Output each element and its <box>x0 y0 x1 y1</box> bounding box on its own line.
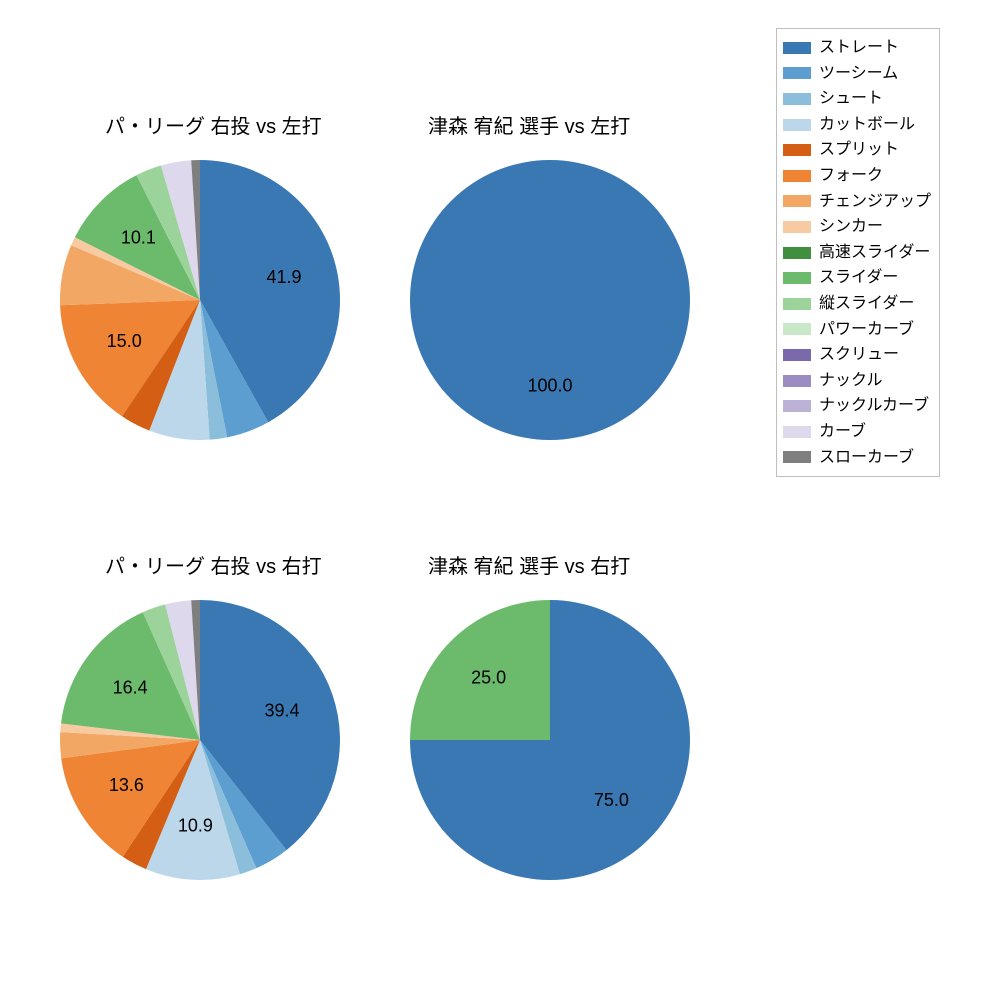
legend-label: スローカーブ <box>819 445 914 471</box>
chart-title-br: 津森 宥紀 選手 vs 右打 <box>428 550 630 579</box>
legend-label: スクリュー <box>819 342 899 368</box>
legend-item: スライダー <box>783 265 931 291</box>
figure-stage: パ・リーグ 右投 vs 左打 津森 宥紀 選手 vs 左打 パ・リーグ 右投 v… <box>0 0 1000 1000</box>
slice-value-label: 10.1 <box>121 228 156 248</box>
chart-title-tl: パ・リーグ 右投 vs 左打 <box>105 110 322 139</box>
chart-title-tr: 津森 宥紀 選手 vs 左打 <box>428 110 630 139</box>
legend-swatch <box>783 67 811 79</box>
legend: ストレートツーシームシュートカットボールスプリットフォークチェンジアップシンカー… <box>776 28 940 477</box>
legend-item: 縦スライダー <box>783 291 931 317</box>
legend-swatch <box>783 144 811 156</box>
legend-swatch <box>783 298 811 310</box>
legend-swatch <box>783 426 811 438</box>
legend-swatch <box>783 375 811 387</box>
legend-swatch <box>783 93 811 105</box>
legend-swatch <box>783 247 811 259</box>
slice-value-label: 25.0 <box>471 667 506 687</box>
slice-value-label: 100.0 <box>527 376 572 396</box>
legend-swatch <box>783 119 811 131</box>
legend-item: シンカー <box>783 214 931 240</box>
slice-value-label: 10.9 <box>178 815 213 835</box>
legend-label: ストレート <box>819 35 899 61</box>
legend-label: スプリット <box>819 137 899 163</box>
legend-item: パワーカーブ <box>783 317 931 343</box>
legend-label: ナックル <box>819 368 883 394</box>
legend-label: シュート <box>819 86 883 112</box>
chart-title-bl: パ・リーグ 右投 vs 右打 <box>105 550 322 579</box>
legend-swatch <box>783 323 811 335</box>
legend-label: パワーカーブ <box>819 317 914 343</box>
slice-value-label: 75.0 <box>594 790 629 810</box>
legend-label: ナックルカーブ <box>819 393 929 419</box>
legend-label: 縦スライダー <box>819 291 914 317</box>
legend-item: スローカーブ <box>783 445 931 471</box>
legend-item: 高速スライダー <box>783 240 931 266</box>
legend-label: 高速スライダー <box>819 240 930 266</box>
legend-item: チェンジアップ <box>783 189 931 215</box>
legend-label: スライダー <box>819 265 898 291</box>
legend-label: チェンジアップ <box>819 189 931 215</box>
legend-item: フォーク <box>783 163 931 189</box>
slice-value-label: 15.0 <box>107 331 142 351</box>
legend-swatch <box>783 349 811 361</box>
legend-swatch <box>783 451 811 463</box>
legend-item: カーブ <box>783 419 931 445</box>
slice-value-label: 41.9 <box>266 267 301 287</box>
legend-item: スプリット <box>783 137 931 163</box>
pie-slice <box>410 160 690 440</box>
legend-item: カットボール <box>783 112 931 138</box>
legend-label: フォーク <box>819 163 883 189</box>
legend-item: シュート <box>783 86 931 112</box>
slice-value-label: 13.6 <box>109 775 144 795</box>
legend-item: ナックル <box>783 368 931 394</box>
legend-label: シンカー <box>819 214 883 240</box>
legend-item: ナックルカーブ <box>783 393 931 419</box>
slice-value-label: 16.4 <box>113 677 148 697</box>
legend-item: ストレート <box>783 35 931 61</box>
legend-swatch <box>783 170 811 182</box>
legend-label: カットボール <box>819 112 915 138</box>
legend-swatch <box>783 195 811 207</box>
legend-label: カーブ <box>819 419 866 445</box>
legend-swatch <box>783 400 811 412</box>
slice-value-label: 39.4 <box>265 700 300 720</box>
legend-item: スクリュー <box>783 342 931 368</box>
legend-swatch <box>783 221 811 233</box>
legend-swatch <box>783 272 811 284</box>
legend-item: ツーシーム <box>783 61 931 87</box>
legend-swatch <box>783 42 811 54</box>
legend-label: ツーシーム <box>819 61 898 87</box>
